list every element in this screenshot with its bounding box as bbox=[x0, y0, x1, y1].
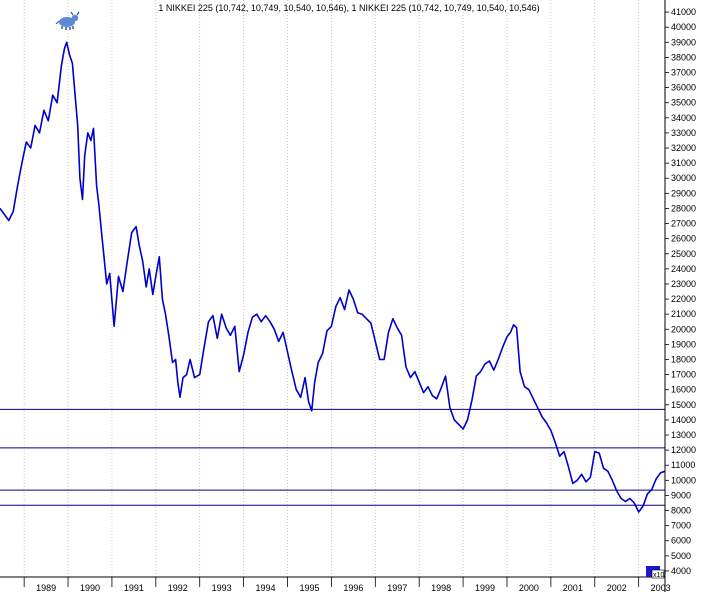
y-tick-label: 8000 bbox=[671, 506, 691, 516]
y-tick-label: 14000 bbox=[671, 415, 696, 425]
chart-title: 1 NIKKEI 225 (10,742, 10,749, 10,540, 10… bbox=[158, 3, 539, 13]
y-tick-label: 32000 bbox=[671, 143, 696, 153]
x-tick-label: 1991 bbox=[124, 583, 144, 592]
y-tick-label: 25000 bbox=[671, 249, 696, 259]
y-tick-label: 33000 bbox=[671, 128, 696, 138]
x-tick-label: 1994 bbox=[256, 583, 276, 592]
volume-marker: x10 bbox=[646, 566, 664, 579]
x-tick-label: 1997 bbox=[387, 583, 407, 592]
y-tick-label: 28000 bbox=[671, 203, 696, 213]
y-tick-label: 18000 bbox=[671, 354, 696, 364]
x-tick-label: 1992 bbox=[168, 583, 188, 592]
y-tick-label: 4000 bbox=[671, 566, 691, 576]
y-tick-label: 19000 bbox=[671, 339, 696, 349]
y-tick-label: 41000 bbox=[671, 7, 696, 17]
volume-marker-label: x10 bbox=[653, 572, 664, 579]
y-tick-label: 39000 bbox=[671, 37, 696, 47]
y-tick-label: 13000 bbox=[671, 430, 696, 440]
y-tick-label: 17000 bbox=[671, 370, 696, 380]
horizontal-reference-lines bbox=[0, 408, 665, 506]
y-tick-label: 9000 bbox=[671, 490, 691, 500]
y-tick-label: 38000 bbox=[671, 52, 696, 62]
axes bbox=[0, 0, 666, 592]
x-tick-label: 1990 bbox=[80, 583, 100, 592]
y-ticks: 4000 5000 6000 7000 8000 9000 10000 11000 12000 1… bbox=[665, 7, 696, 576]
y-tick-label: 34000 bbox=[671, 113, 696, 123]
y-tick-label: 35000 bbox=[671, 98, 696, 108]
x-tick-label: 1996 bbox=[343, 583, 363, 592]
y-tick-label: 21000 bbox=[671, 309, 696, 319]
y-tick-label: 27000 bbox=[671, 219, 696, 229]
y-tick-label: 40000 bbox=[671, 22, 696, 32]
y-tick-label: 30000 bbox=[671, 173, 696, 183]
y-tick-label: 20000 bbox=[671, 324, 696, 334]
x-tick-label: 1998 bbox=[431, 583, 451, 592]
y-tick-label: 37000 bbox=[671, 68, 696, 78]
vertical-gridlines bbox=[23, 0, 640, 577]
x-tick-label: 1989 bbox=[36, 583, 56, 592]
y-tick-label: 10000 bbox=[671, 475, 696, 485]
x-tick-label: 1993 bbox=[212, 583, 232, 592]
price-series bbox=[0, 41, 666, 513]
y-tick-label: 15000 bbox=[671, 400, 696, 410]
y-tick-label: 5000 bbox=[671, 551, 691, 561]
y-tick-label: 12000 bbox=[671, 445, 696, 455]
y-tick-label: 11000 bbox=[671, 460, 695, 470]
y-tick-label: 7000 bbox=[671, 521, 691, 531]
y-tick-label: 24000 bbox=[671, 264, 696, 274]
bull-icon bbox=[55, 11, 80, 30]
x-tick-label: 2002 bbox=[607, 583, 627, 592]
y-tick-label: 23000 bbox=[671, 279, 696, 289]
y-tick-label: 26000 bbox=[671, 234, 696, 244]
series-line bbox=[0, 41, 666, 513]
x-tick-label: 1995 bbox=[299, 583, 319, 592]
y-tick-label: 6000 bbox=[671, 536, 691, 546]
x-ticks: 1989 1990 1991 1992 1993 1994 1995 1996 1997 1998… bbox=[23, 577, 671, 592]
x-tick-label: 1999 bbox=[475, 583, 495, 592]
y-tick-label: 36000 bbox=[671, 83, 696, 93]
y-tick-label: 22000 bbox=[671, 294, 696, 304]
x-tick-label: 2003 bbox=[651, 583, 671, 592]
y-tick-label: 31000 bbox=[671, 158, 696, 168]
y-tick-label: 16000 bbox=[671, 385, 696, 395]
x-tick-label: 2000 bbox=[519, 583, 539, 592]
y-tick-label: 29000 bbox=[671, 188, 696, 198]
x-tick-label: 2001 bbox=[563, 583, 583, 592]
